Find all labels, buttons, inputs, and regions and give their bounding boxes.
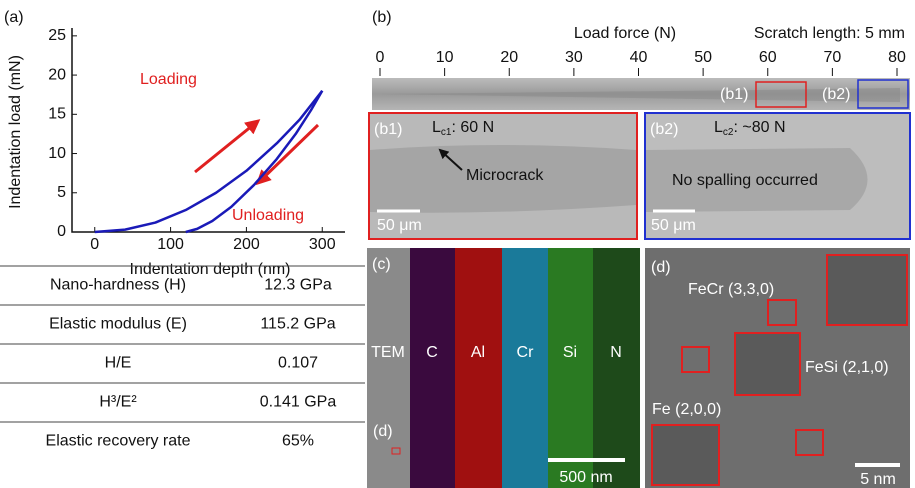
subscript: c1: [441, 127, 452, 138]
column-label: Si: [563, 344, 577, 361]
scale-tick-label: 40: [630, 49, 648, 66]
marker-label: (b1): [720, 86, 748, 103]
y-tick-label: 5: [57, 184, 66, 201]
map-c: [410, 248, 455, 488]
annotation: Fe (2,0,0): [652, 401, 721, 418]
panel-b: (b) Load force (N) Scratch length: 5 mm …: [369, 9, 910, 239]
scale-tick-label: 10: [436, 49, 454, 66]
annotation: No spalling occurred: [672, 172, 818, 189]
panel-label: (d): [651, 259, 671, 276]
panel-a: (a) Indentation load (mN) Indentation de…: [4, 9, 345, 278]
figure: (a) Indentation load (mN) Indentation de…: [0, 0, 915, 488]
map-si: [548, 248, 593, 488]
marker-label: (d): [373, 423, 393, 440]
x-tick-label: 300: [309, 236, 336, 253]
panel-c: (c) TEM C Al Cr Si N (d) 500 nm: [367, 248, 640, 488]
panel-d: (d) FeCr (3,3,0) FeSi (2,1,0) Fe (2,0,0)…: [645, 248, 910, 488]
table-cell: 0.141 GPa: [260, 394, 337, 411]
y-tick-label: 15: [48, 106, 66, 123]
note: Scratch length: 5 mm: [754, 25, 905, 42]
arrow: [195, 121, 258, 172]
scale-tick-label: 30: [565, 49, 583, 66]
map-n: [593, 248, 640, 488]
scale-tick-label: 80: [888, 49, 906, 66]
tem-image: [367, 248, 410, 488]
annotation: FeCr (3,3,0): [688, 281, 774, 298]
table-cell: H/E: [105, 355, 132, 372]
y-tick-label: 10: [48, 145, 66, 162]
x-tick-label: 200: [233, 236, 260, 253]
inset: [827, 255, 907, 325]
axis-title: Load force (N): [574, 25, 676, 42]
column-label: TEM: [371, 344, 405, 361]
axes: [72, 28, 345, 232]
scale-tick-label: 0: [376, 49, 385, 66]
scale-label: 50 μm: [651, 217, 696, 234]
annotation: Loading: [140, 71, 197, 88]
table-cell: Elastic recovery rate: [46, 433, 191, 450]
annotation: Unloading: [232, 207, 304, 224]
scale-tick-label: 50: [694, 49, 712, 66]
y-tick-label: 0: [57, 223, 66, 240]
value: : ~80 N: [733, 119, 785, 136]
arrow: [258, 125, 318, 183]
scale-tick-label: 70: [823, 49, 841, 66]
annotation: FeSi (2,1,0): [805, 359, 889, 376]
scale-label: 500 nm: [559, 469, 612, 486]
panel-label: (c): [372, 256, 391, 273]
scale-tick-label: 20: [500, 49, 518, 66]
column-label: N: [610, 344, 622, 361]
panel-label: (b2): [650, 121, 678, 138]
table-cell: 65%: [282, 433, 314, 450]
table-cell: 12.3 GPa: [264, 277, 332, 294]
x-tick-label: 0: [90, 236, 99, 253]
subscript: c2: [723, 127, 734, 138]
scale-label: 5 nm: [860, 471, 896, 488]
column-label: Cr: [517, 344, 535, 361]
table-cell: 115.2 GPa: [260, 316, 335, 333]
marker-label: (b2): [822, 86, 850, 103]
y-tick-label: 20: [48, 66, 66, 83]
inset: [652, 425, 719, 485]
y-axis-title: Indentation load (mN): [7, 55, 24, 209]
annotation: Microcrack: [466, 167, 544, 184]
table-cell: 0.107: [278, 355, 318, 372]
map-cr: [502, 248, 548, 488]
table-cell: Nano-hardness (H): [50, 277, 186, 294]
x-tick-label: 100: [157, 236, 184, 253]
symbol: L: [714, 119, 723, 136]
table: Nano-hardness (H) 12.3 GPa Elastic modulus…: [0, 266, 365, 450]
symbol: L: [432, 119, 441, 136]
x-axis-title: Indentation depth (nm): [130, 261, 291, 278]
value: : 60 N: [451, 119, 494, 136]
column-label: C: [426, 344, 438, 361]
table-cell: Elastic modulus (E): [49, 316, 187, 333]
panel-label: (b): [372, 9, 392, 26]
y-tick-label: 25: [48, 27, 66, 44]
table-cell: H³/E²: [99, 394, 137, 411]
inset: [735, 333, 800, 395]
column-label: Al: [471, 344, 485, 361]
panel-label: (b1): [374, 121, 402, 138]
scale-tick-label: 60: [759, 49, 777, 66]
scale-label: 50 μm: [377, 217, 422, 234]
map-al: [455, 248, 502, 488]
panel-label: (a): [4, 9, 24, 26]
